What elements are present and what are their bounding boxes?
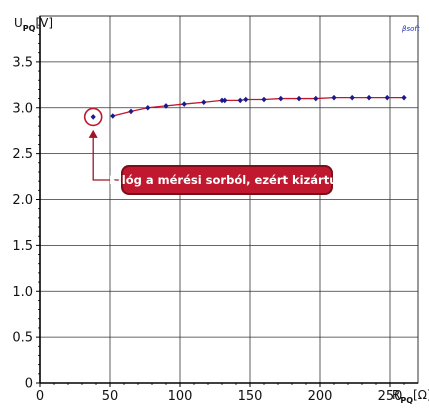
- annotation-text: Kilóg a mérési sorból, ezért kizártuk: [109, 173, 345, 187]
- annotation-arrowhead: [88, 129, 98, 138]
- x-axis-title-main: R: [392, 388, 400, 402]
- x-axis-title: RPQ[Ω]: [392, 388, 429, 405]
- y-tick-label: 1.5: [12, 239, 33, 254]
- y-tick-label: 3.5: [12, 55, 33, 70]
- data-point: [163, 103, 169, 109]
- data-point: [222, 97, 228, 104]
- series-line: [112, 97, 404, 117]
- outlier-point: [90, 114, 96, 120]
- data-point: [237, 97, 243, 104]
- data-point: [313, 95, 319, 102]
- data-point: [145, 104, 151, 111]
- data-point: [401, 94, 407, 101]
- x-tick-label: 250: [378, 389, 403, 404]
- y-tick-label: 0.5: [12, 331, 33, 346]
- y-tick-label: 2.0: [12, 193, 33, 208]
- y-tick-label: 2.5: [12, 147, 33, 162]
- x-axis-title-sub: PQ: [400, 396, 413, 405]
- data-point: [384, 94, 390, 101]
- x-tick-label: 100: [168, 389, 193, 404]
- y-tick-label: 0: [25, 377, 33, 392]
- x-tick-label: 50: [102, 389, 119, 404]
- data-point: [219, 97, 225, 104]
- y-tick-label: 3.0: [12, 101, 33, 116]
- tick-layer: 0 50 100 150 200 250 0 0.5 1.0 1.5 2.0 2.5 3.0 3.5: [12, 24, 405, 404]
- series-layer: [110, 94, 407, 119]
- annotation-arrow: [92, 134, 122, 181]
- outlier-ring: [83, 107, 103, 127]
- data-point: [296, 95, 302, 102]
- data-point: [278, 95, 284, 102]
- y-axis-title-sub: PQ: [23, 24, 36, 33]
- data-point: [201, 99, 207, 106]
- x-tick-label: 150: [238, 389, 263, 404]
- y-axis-title: UPQ[V]: [14, 16, 53, 33]
- annotation-callout: Kilóg a mérési sorból, ezért kizártuk: [88, 129, 345, 195]
- data-point: [349, 94, 355, 101]
- data-point: [331, 94, 337, 101]
- data-point: [128, 108, 134, 115]
- annotation-box: [121, 165, 333, 195]
- y-tick-label: 1.0: [12, 285, 33, 300]
- data-point: [261, 96, 267, 103]
- data-point: [181, 101, 187, 107]
- data-point: [243, 96, 249, 103]
- y-axis-title-main: U: [14, 16, 23, 30]
- x-tick-label: 0: [36, 389, 44, 404]
- y-axis-title-unit: [V]: [35, 16, 53, 30]
- grid-layer: [39, 15, 419, 384]
- data-point: [110, 113, 116, 119]
- x-tick-label: 200: [308, 389, 333, 404]
- watermark: βsoft: [402, 25, 420, 33]
- x-axis-title-unit: [Ω]: [413, 388, 429, 402]
- data-point: [366, 94, 372, 101]
- outlier-layer: [83, 107, 103, 127]
